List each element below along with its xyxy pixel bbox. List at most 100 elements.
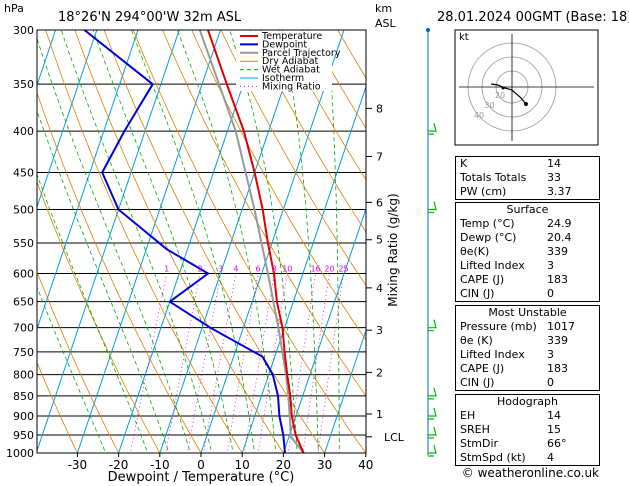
surface-cin-value: 0	[547, 287, 554, 300]
pressure-tick-label: 800	[13, 369, 34, 382]
hodograph-table-panel: Hodograph EH 14 SREH 15 StmDir 66° StmSpd (…	[455, 394, 600, 466]
footer-credit: © weatheronline.co.uk	[461, 466, 599, 480]
k-index-label: K	[460, 157, 468, 170]
legend-entry: Isotherm	[262, 73, 304, 84]
pressure-tick-label: 1000	[6, 447, 34, 460]
mixing-ratio-label: 25	[338, 265, 348, 274]
legend-entry: Dewpoint	[262, 39, 307, 50]
parcel-trajectory-line	[198, 30, 305, 453]
mixing-ratio-line	[129, 273, 168, 453]
wet-adiabat-line	[92, 30, 234, 453]
mixing-ratio-label: 8	[272, 265, 277, 274]
surface-cape-label: CAPE (J)	[460, 273, 505, 286]
wind-barb	[428, 122, 437, 135]
surface-li-row: Lifted Index 3	[456, 259, 599, 273]
dry-adiabat-line	[278, 30, 366, 181]
dry-adiabat-line	[37, 361, 78, 453]
wind-top-marker	[426, 28, 430, 32]
dry-adiabat-line	[162, 30, 366, 397]
height-km-label: 7	[376, 150, 383, 163]
wet-adiabat-line	[327, 30, 340, 453]
temperature-tick-label: 30	[317, 458, 332, 472]
wet-adiabat-line	[130, 30, 256, 453]
pressure-tick-label: 900	[13, 410, 34, 423]
sreh-row: SREH 15	[456, 423, 599, 437]
isotherm-line	[37, 30, 57, 87]
eh-row: EH 14	[456, 409, 599, 423]
surface-cin-row: CIN (J) 0	[456, 287, 599, 301]
wind-barb	[428, 319, 437, 332]
stmspd-value: 4	[547, 451, 554, 464]
dry-adiabat-line	[132, 30, 366, 453]
surface-cape-value: 183	[547, 273, 568, 286]
temperature-tick-label: 10	[235, 458, 250, 472]
pw-row: PW (cm) 3.37	[456, 185, 599, 199]
isotherm-line	[37, 30, 180, 453]
mixing-ratio-label: 16	[310, 265, 320, 274]
dry-adiabat-line	[220, 30, 366, 287]
mu-theta-label: θe (K)	[460, 334, 493, 347]
sreh-value: 15	[547, 423, 561, 436]
dry-adiabat-line	[37, 91, 202, 453]
wind-profile	[426, 28, 437, 457]
isotherm-line	[0, 0, 36, 453]
asl-label: ASL	[375, 17, 397, 30]
wet-adiabat-line	[60, 30, 213, 453]
stmspd-label: StmSpd (kt)	[460, 451, 526, 464]
pressure-tick-label: 450	[13, 166, 34, 179]
height-km-label: 1	[376, 408, 383, 421]
pressure-tick-label: 400	[13, 125, 34, 138]
mu-cin-row: CIN (J) 0	[456, 376, 599, 390]
pressure-tick-label: 300	[13, 24, 34, 37]
isotherm-line	[241, 85, 366, 453]
k-index-row: K 14	[456, 157, 599, 171]
legend-entry: Mixing Ratio	[262, 81, 321, 92]
pw-value: 3.37	[547, 185, 572, 198]
most-unstable-title: Most Unstable	[488, 306, 567, 319]
isotherm-line	[37, 30, 139, 331]
surface-dewp-value: 20.4	[547, 231, 572, 244]
pressure-tick-label: 600	[13, 268, 34, 281]
dewpoint-line	[83, 30, 286, 453]
pressure-tick-label: 750	[13, 346, 34, 359]
surface-theta-row: θe(K) 339	[456, 245, 599, 259]
totals-row: Totals Totals 33	[456, 171, 599, 185]
pressure-tick-label: 500	[13, 203, 34, 216]
mu-theta-row: θe (K) 339	[456, 334, 599, 348]
wind-barb	[428, 426, 437, 439]
mu-pressure-value: 1017	[547, 320, 575, 333]
mu-li-label: Lifted Index	[460, 348, 525, 361]
mu-cin-value: 0	[547, 376, 554, 389]
mu-cin-label: CIN (J)	[460, 376, 495, 389]
mixing-ratio-label: 1	[164, 265, 169, 274]
legend-entry: Parcel Trajectory	[262, 48, 341, 59]
skewt-profiles	[83, 30, 305, 453]
hodograph-ring-label: 30	[484, 101, 494, 110]
temperature-tick-label: 0	[197, 458, 205, 472]
surface-cin-label: CIN (J)	[460, 287, 495, 300]
mu-pressure-row: Pressure (mb) 1017	[456, 320, 599, 334]
hodograph-table-title: Hodograph	[497, 395, 558, 408]
stmdir-value: 66°	[547, 437, 567, 450]
surface-temp-row: Temp (°C) 24.9	[456, 217, 599, 231]
temperature-line	[207, 30, 305, 453]
isotherm-line	[200, 30, 345, 453]
legend-entry: Dry Adiabat	[262, 56, 319, 67]
indices-panel: K 14 Totals Totals 33 PW (cm) 3.37	[455, 156, 600, 200]
mu-pressure-label: Pressure (mb)	[460, 320, 537, 333]
mixing-ratio-label: 2	[198, 265, 203, 274]
mu-li-row: Lifted Index 3	[456, 348, 599, 362]
surface-temp-label: Temp (°C)	[460, 217, 515, 230]
height-km-label: 5	[376, 234, 383, 247]
wind-barb	[428, 387, 437, 400]
datetime-label: 28.01.2024 00GMT (Base: 18)	[437, 10, 629, 25]
most-unstable-panel: Most Unstable Pressure (mb) 1017 θe (K) 33…	[455, 305, 600, 391]
hodograph-unit: kt	[459, 32, 469, 43]
pressure-tick-label: 350	[13, 78, 34, 91]
mixing-ratio-axis-title: Mixing Ratio (g/kg)	[386, 193, 400, 306]
surface-li-value: 3	[547, 259, 554, 272]
wet-adiabat-line	[229, 30, 298, 453]
wet-adiabat-line	[176, 30, 277, 453]
